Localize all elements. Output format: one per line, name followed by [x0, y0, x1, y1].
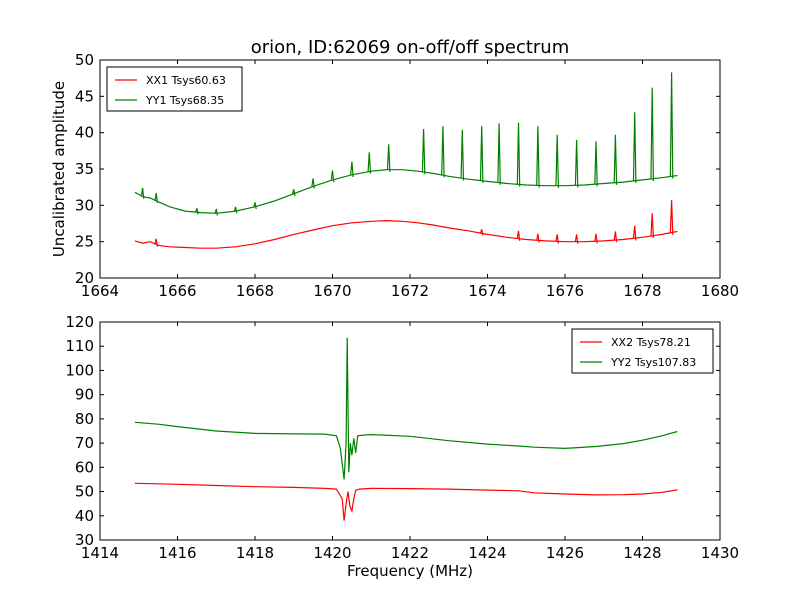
panel1-spike: [154, 192, 158, 204]
panel2-legend-label: YY2 Tsys107.83: [610, 356, 696, 369]
panel2-y-tick-label: 50: [75, 483, 94, 501]
panel2-series-2-line: [134, 337, 678, 480]
panel2-x-tick-label: 1428: [623, 544, 661, 562]
panel1-spike: [632, 112, 637, 184]
panel1-spike: [632, 225, 637, 241]
panel1-spike: [497, 123, 501, 185]
panel1-spike: [594, 141, 598, 187]
panel1-x-tick-label: 1680: [701, 282, 739, 300]
panel1-spike: [479, 126, 484, 183]
panel2-x-tick-label: 1416: [158, 544, 196, 562]
panel1-spike: [311, 178, 315, 189]
panel1-y-tick-label: 20: [75, 269, 94, 287]
panel1-spike: [669, 200, 674, 235]
panel2-y-tick-label: 40: [75, 507, 94, 525]
panel2-legend-label: XX2 Tsys78.21: [611, 336, 691, 349]
panel1-spike: [574, 139, 579, 188]
panel1-y-tick-label: 50: [75, 51, 94, 69]
panel1-spike: [350, 161, 354, 178]
panel1-x-tick-label: 1674: [468, 282, 506, 300]
panel1-y-tick-label: 30: [75, 196, 94, 214]
panel2-y-tick-label: 30: [75, 531, 94, 549]
panel1-spike: [292, 189, 296, 196]
panel1-spike: [233, 206, 238, 214]
panel1-legend-label: XX1 Tsys60.63: [146, 74, 226, 87]
panel1-legend-label: YY1 Tsys68.35: [145, 94, 224, 107]
panel1-spike: [253, 202, 257, 210]
panel1-x-tick-label: 1672: [391, 282, 429, 300]
panel1-spike: [460, 129, 465, 181]
panel1-y-tick-label: 35: [75, 160, 94, 178]
panel1-spike: [516, 230, 521, 241]
panel1-spike: [574, 234, 579, 244]
panel1-spike: [195, 208, 199, 215]
panel1-spike: [421, 128, 426, 175]
panel1-legend: [106, 66, 243, 112]
panel1-spike: [154, 238, 158, 247]
panel1-x-tick-label: 1668: [236, 282, 274, 300]
panel1-series-2-line: [134, 169, 678, 214]
panel1-spike: [613, 134, 618, 185]
panel2-legend: [571, 328, 714, 374]
panel1-spike: [330, 170, 335, 183]
panel2-x-tick-label: 1418: [236, 544, 274, 562]
panel2-y-tick-label: 120: [65, 313, 94, 331]
panel1-y-tick-label: 40: [75, 124, 94, 142]
panel1-spike: [555, 134, 559, 188]
panel1-x-tick-label: 1676: [546, 282, 584, 300]
panel1-spike: [214, 208, 218, 216]
panel2-series-1-line: [134, 482, 678, 521]
panel1-spike: [669, 72, 674, 179]
panel2-x-tick-label: 1426: [546, 544, 584, 562]
panel1-x-tick-label: 1666: [158, 282, 196, 300]
panel1-spike: [536, 233, 540, 243]
panel2-x-tick-label: 1422: [391, 544, 429, 562]
panel2-x-axis-label: Frequency (MHz): [347, 562, 473, 580]
panel1-title: orion, ID:62069 on-off/off spectrum: [251, 37, 570, 58]
panel1-spike: [594, 233, 598, 244]
panel1-x-tick-label: 1664: [81, 282, 119, 300]
panel2-y-tick-label: 110: [65, 337, 94, 355]
panel1-spike: [140, 187, 145, 199]
panel2-x-tick-label: 1424: [468, 544, 506, 562]
panel1-spike: [555, 234, 559, 244]
panel1-spike: [650, 213, 654, 239]
panel1-spike: [479, 229, 484, 236]
panel2-y-tick-label: 90: [75, 386, 94, 404]
panel1-spike: [367, 152, 372, 174]
panel1-spike: [650, 87, 654, 182]
panel2-x-tick-label: 1414: [81, 544, 119, 562]
panel1-spike: [441, 126, 445, 178]
panel2-y-tick-label: 100: [65, 361, 94, 379]
panel1-y-tick-label: 25: [75, 233, 94, 251]
panel1-spike: [536, 126, 540, 188]
panel2-y-tick-label: 60: [75, 458, 94, 476]
panel2-x-tick-label: 1430: [701, 544, 739, 562]
panel1-x-tick-label: 1678: [623, 282, 661, 300]
panel2-y-tick-label: 80: [75, 410, 94, 428]
panel1-spike: [386, 144, 391, 172]
panel1-x-tick-label: 1670: [313, 282, 351, 300]
panel1-spike: [613, 231, 618, 243]
panel1-y-tick-label: 45: [75, 87, 94, 105]
panel1-spike: [516, 122, 521, 187]
panel1-y-axis-label: Uncalibrated amplitude: [50, 81, 68, 257]
panel2-y-tick-label: 70: [75, 434, 94, 452]
panel2-x-tick-label: 1420: [313, 544, 351, 562]
